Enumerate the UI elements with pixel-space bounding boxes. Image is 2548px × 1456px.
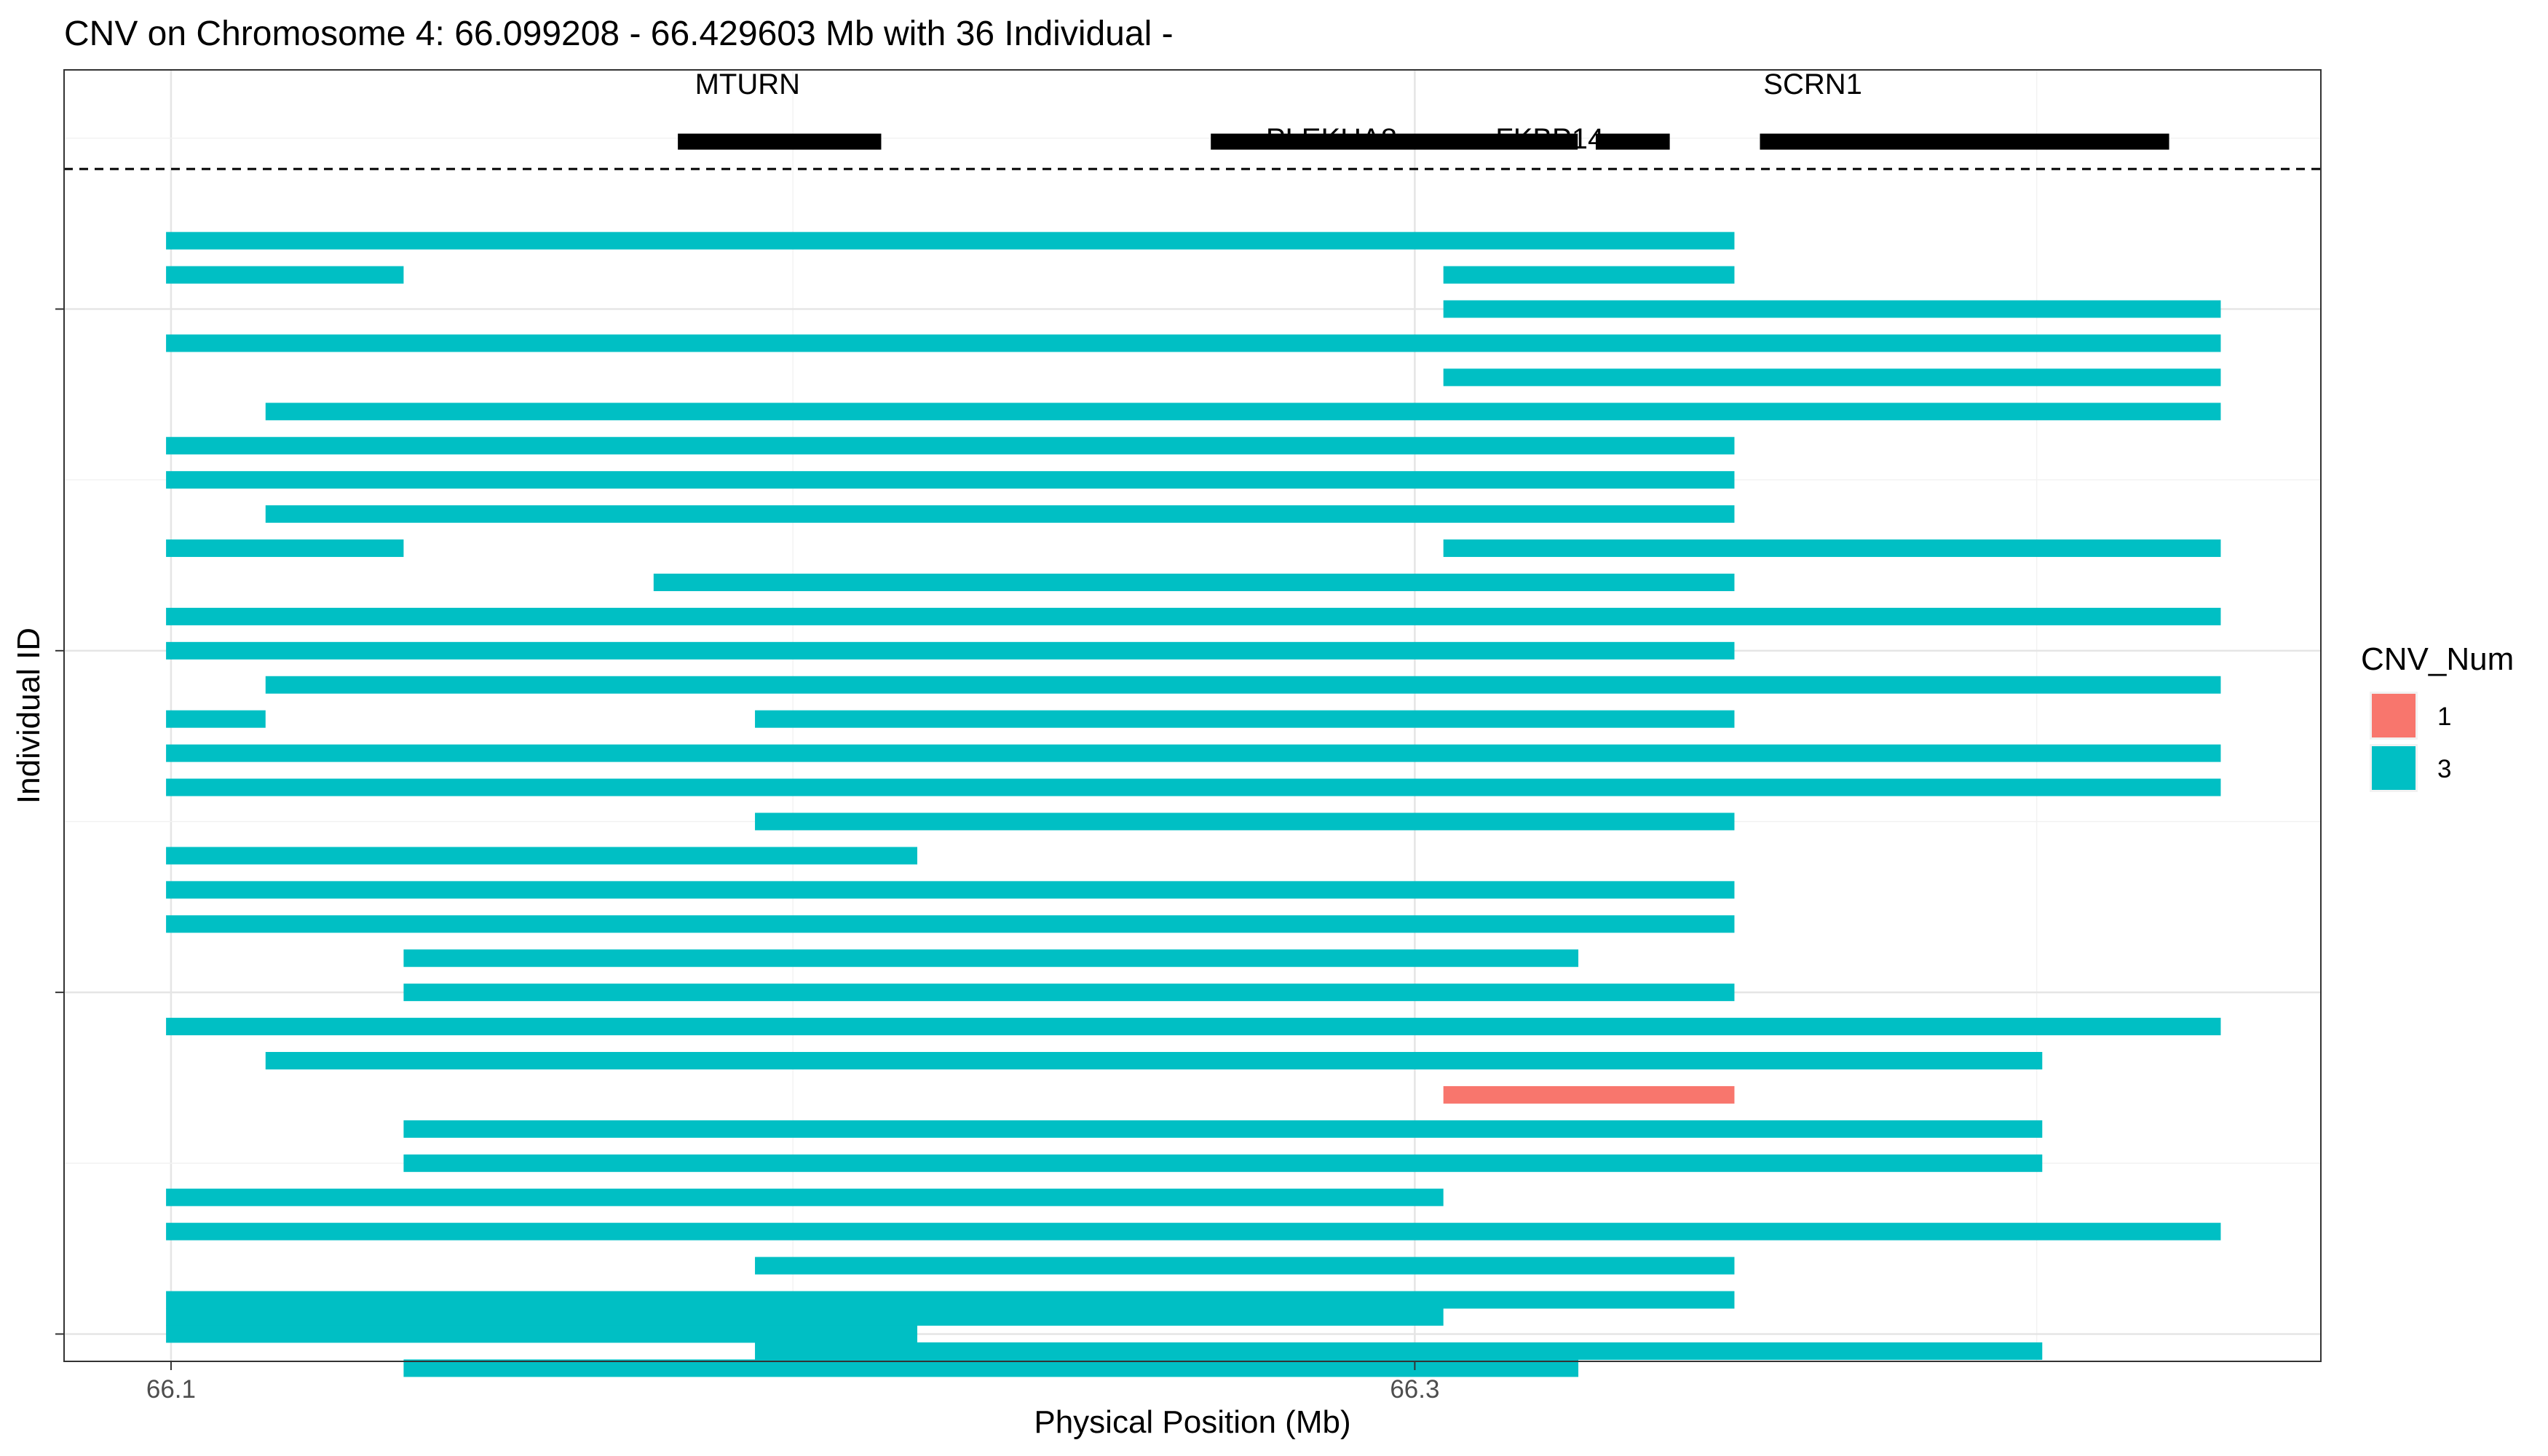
gene-label: PLEKHA8 <box>1266 123 1397 155</box>
cnv-segment <box>1443 266 1735 284</box>
cnv-segment <box>166 471 1735 489</box>
gene-bar <box>1760 133 2169 150</box>
cnv-segment <box>166 641 1735 660</box>
legend-title: CNV_Num <box>2361 641 2514 677</box>
cnv-segment <box>265 505 1735 523</box>
cnv-segment <box>166 744 2221 762</box>
cnv-segment <box>166 232 1735 250</box>
legend-swatch <box>2372 694 2416 737</box>
cnv-segment <box>166 334 2221 352</box>
gene-bar <box>678 133 882 150</box>
cnv-segment <box>1443 300 2221 318</box>
cnv-segment <box>166 1222 2221 1241</box>
cnv-segment <box>265 403 2221 421</box>
cnv-segment <box>1443 539 2221 558</box>
x-axis-ticks: 66.1 66.3 <box>146 1361 1439 1404</box>
cnv-segment <box>166 266 404 284</box>
cnv-segment <box>755 1257 1735 1275</box>
cnv-segment <box>166 437 1735 455</box>
gene-track: MTURN PLEKHA8 FKBP14 SCRN1 <box>678 68 2169 155</box>
gene-label: MTURN <box>695 68 800 100</box>
cnv-segment <box>1443 368 2221 387</box>
cnv-segment <box>403 1154 2043 1172</box>
cnv-segment <box>403 1359 1579 1377</box>
cnv-segment <box>403 984 1735 1002</box>
cnv-segment <box>265 1052 2043 1070</box>
cnv-segment <box>755 1342 2043 1360</box>
cnv-segment <box>166 1307 1444 1326</box>
legend-label: 3 <box>2437 755 2451 783</box>
cnv-segment <box>166 1018 2221 1036</box>
cnv-segment <box>755 812 1735 831</box>
x-tick-label: 66.3 <box>1390 1375 1439 1404</box>
y-axis-title: Individual ID <box>11 628 47 804</box>
cnv-segment <box>166 881 1735 899</box>
cnv-segment <box>166 539 404 558</box>
legend-swatch <box>2372 746 2416 790</box>
legend: CNV_Num 1 3 <box>2361 641 2514 792</box>
cnv-segment <box>166 710 266 728</box>
cnv-segment <box>653 573 1735 591</box>
panel-border <box>63 69 2322 1362</box>
cnv-segment <box>265 676 2221 694</box>
cnv-segment <box>755 710 1735 728</box>
legend-label: 1 <box>2437 703 2451 731</box>
cnv-segment <box>166 847 918 865</box>
gene-label: FKBP14 <box>1495 123 1604 155</box>
cnv-segment <box>166 1291 1735 1309</box>
x-tick-label: 66.1 <box>146 1375 196 1404</box>
y-axis-ticks <box>55 308 64 1335</box>
cnv-segment <box>166 915 1735 933</box>
gene-bar <box>1211 133 1578 150</box>
cnv-segment <box>403 949 1579 968</box>
cnv-segment <box>166 778 2221 796</box>
cnv-segments <box>166 232 2221 1377</box>
x-axis-title: Physical Position (Mb) <box>1034 1404 1350 1440</box>
cnv-segment <box>403 1120 2043 1138</box>
cnv-segment <box>1443 1085 1735 1104</box>
chart-title: CNV on Chromosome 4: 66.099208 - 66.4296… <box>64 15 1174 53</box>
cnv-segment <box>166 1188 1444 1206</box>
gene-bar <box>1595 133 1670 150</box>
cnv-segment <box>166 607 2221 625</box>
gene-label: SCRN1 <box>1763 68 1862 100</box>
cnv-segment <box>166 1325 918 1343</box>
